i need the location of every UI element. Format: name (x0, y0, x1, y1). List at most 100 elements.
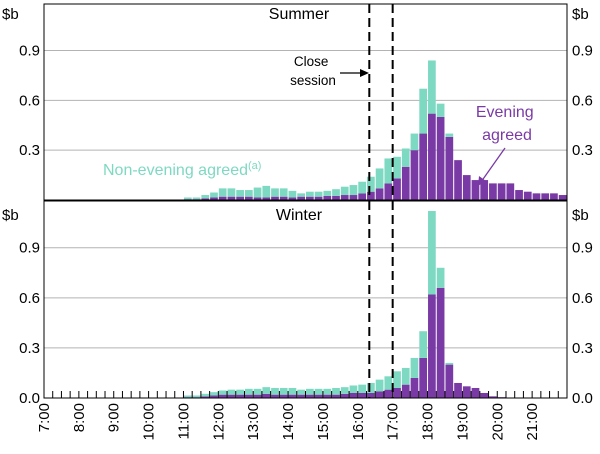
bar-non-evening (375, 168, 384, 189)
y-tick-label-left: 0.0 (19, 390, 40, 407)
x-tick-label: 10:00 (141, 403, 158, 441)
bar-non-evening (445, 362, 454, 365)
bar-evening (236, 196, 244, 200)
y-tick-label-right: 0.9 (572, 240, 593, 257)
bar-non-evening (288, 387, 297, 395)
bar-non-evening (244, 190, 253, 197)
bar-non-evening (279, 387, 288, 395)
bar-evening (480, 180, 489, 200)
x-tick-label: 16:00 (350, 403, 367, 441)
x-tick-label: 9:00 (106, 403, 123, 432)
y-tick-label-left: 0.6 (19, 92, 40, 109)
bar-non-evening (201, 393, 210, 397)
bar-evening (410, 377, 419, 398)
bar-non-evening (288, 190, 297, 198)
bar-non-evening (367, 382, 375, 393)
y-tick-label-right: 0.3 (572, 340, 593, 357)
bar-non-evening (340, 186, 349, 196)
bar-evening (323, 394, 332, 398)
bar-evening (393, 387, 401, 398)
y-tick-label-right: 0.9 (572, 43, 593, 60)
bar-non-evening (367, 176, 375, 192)
x-tick-label: 13:00 (245, 403, 262, 441)
bar-evening (288, 394, 297, 398)
bar-non-evening (340, 387, 349, 394)
bar-evening (340, 195, 349, 200)
bar-evening (436, 116, 445, 200)
bar-evening (227, 394, 236, 398)
bar-evening (367, 392, 375, 398)
bar-non-evening (428, 60, 436, 114)
x-tick-label: 19:00 (454, 403, 471, 441)
bar-non-evening (401, 367, 410, 385)
bar-evening (375, 391, 384, 398)
bar-non-evening (349, 385, 358, 393)
x-tick-label: 17:00 (385, 403, 402, 441)
bar-non-evening (428, 211, 436, 295)
bar-evening (523, 191, 532, 200)
x-tick-label: 15:00 (315, 403, 332, 441)
bar-non-evening (358, 181, 367, 194)
bar-non-evening (271, 387, 279, 395)
bar-evening (515, 190, 523, 200)
bar-non-evening (279, 188, 288, 197)
close-session-lines (368, 4, 394, 398)
bar-evening (550, 193, 558, 200)
bar-non-evening (271, 188, 279, 197)
bar-evening (541, 193, 550, 200)
bar-non-evening (201, 195, 210, 199)
bar-evening (297, 394, 305, 398)
evening-arrow (478, 147, 506, 186)
x-tick-label: 20:00 (489, 403, 506, 441)
bar-evening (384, 389, 393, 398)
axes-layer: 0.3 0.3 0.6 0.6 0.9 0.9 0.0 0.0 0.3 0.3 0.6 0.6 0.9 0… (19, 3, 593, 441)
non-evening-label: Non-evening agreed(a) (103, 160, 261, 179)
bar-evening (489, 396, 497, 398)
bar-non-evening (210, 192, 218, 198)
bar-evening (218, 196, 227, 200)
y-tick-label-right: 0.6 (572, 290, 593, 307)
bar-non-evening (210, 392, 218, 396)
bar-evening (489, 183, 497, 200)
bar-non-evening (323, 190, 332, 196)
bar-non-evening (227, 389, 236, 395)
bar-evening (358, 392, 367, 398)
bar-evening (271, 394, 279, 398)
bar-evening (236, 394, 244, 398)
bar-evening (436, 287, 445, 398)
bar-evening (419, 133, 428, 200)
bar-evening (532, 193, 541, 200)
bar-non-evening (419, 331, 428, 358)
bar-evening (558, 195, 567, 200)
winter-ylabel-left: $b (2, 207, 19, 224)
bar-non-evening (358, 384, 367, 393)
bar-non-evening (393, 156, 401, 179)
bar-non-evening (410, 357, 419, 378)
y-tick-label-left: 0.3 (19, 142, 40, 159)
bar-non-evening (236, 389, 244, 395)
bar-non-evening (306, 191, 314, 197)
bar-non-evening (314, 191, 323, 197)
bar-evening (428, 113, 436, 200)
bar-non-evening (192, 197, 201, 200)
bar-evening (480, 392, 489, 398)
bar-evening (471, 180, 480, 200)
x-tick-label: 14:00 (280, 403, 297, 441)
x-tick-label: 7:00 (36, 403, 53, 432)
x-tick-label: 21:00 (524, 403, 541, 441)
bar-non-evening (244, 388, 253, 395)
summer-title: Summer (269, 6, 330, 23)
bar-evening (349, 392, 358, 398)
x-tick-label: 11:00 (175, 403, 192, 439)
bar-non-evening (445, 133, 454, 137)
bar-evening (471, 387, 480, 398)
bar-evening (340, 393, 349, 398)
y-tick-label-right: 0.0 (572, 390, 593, 407)
bar-evening (462, 175, 471, 200)
bar-evening (297, 196, 305, 200)
y-tick-label-left: 0.9 (19, 43, 40, 60)
bar-non-evening (262, 185, 271, 198)
bar-non-evening (297, 389, 305, 395)
summer-ylabel-left: $b (2, 6, 19, 23)
